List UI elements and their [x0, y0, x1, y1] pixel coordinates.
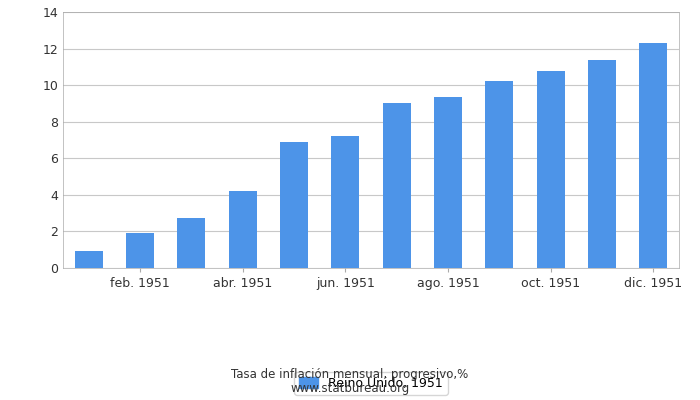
Bar	[639, 43, 667, 268]
Bar	[536, 72, 565, 268]
Bar	[74, 251, 103, 268]
Bar	[177, 218, 206, 268]
Bar	[434, 97, 462, 268]
Bar	[382, 104, 411, 268]
Legend: Reino Unido, 1951: Reino Unido, 1951	[294, 372, 448, 395]
Text: Tasa de inflación mensual, progresivo,%: Tasa de inflación mensual, progresivo,%	[232, 368, 468, 381]
Bar	[228, 191, 257, 268]
Text: www.statbureau.org: www.statbureau.org	[290, 382, 410, 395]
Bar	[331, 136, 360, 268]
Bar	[485, 82, 513, 268]
Bar	[280, 142, 308, 268]
Bar	[126, 233, 154, 268]
Bar	[588, 60, 616, 268]
